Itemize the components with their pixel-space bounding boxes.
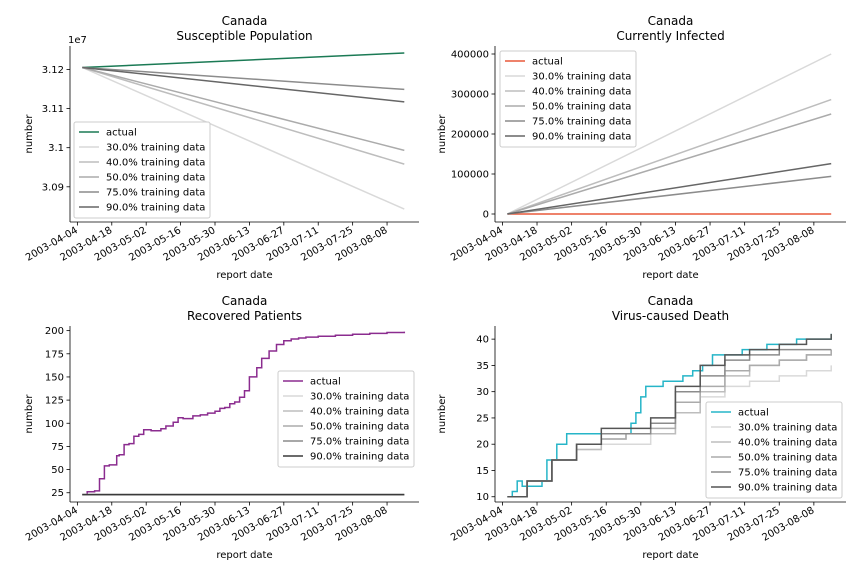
series-line-1 xyxy=(82,52,405,69)
y-tick-label: 400000 xyxy=(451,50,489,61)
x-axis-label: report date xyxy=(642,550,698,561)
y-tick-label: 3.11 xyxy=(42,104,64,115)
x-axis-label: report date xyxy=(216,270,272,281)
legend-entry-label: actual xyxy=(106,128,137,139)
y-tick-label: 200 xyxy=(45,326,64,337)
legend-entry-label: 75.0% training data xyxy=(106,188,205,199)
legend-entry-label: 50.0% training data xyxy=(532,102,631,113)
legend-entry-label: 30.0% training data xyxy=(738,423,837,434)
y-tick-label: 20 xyxy=(476,440,489,451)
legend-entry-label: actual xyxy=(532,57,563,68)
y-tick-label: 3.09 xyxy=(42,182,64,193)
y-tick-label: 100000 xyxy=(451,170,489,181)
y-axis-label: number xyxy=(24,114,35,154)
y-tick-label: 175 xyxy=(45,349,64,360)
chart-title: Canada xyxy=(648,294,694,308)
legend-entry-label: 90.0% training data xyxy=(738,483,837,494)
series-line-5 xyxy=(82,66,405,91)
chart-title: Canada xyxy=(222,14,268,28)
chart-title: Canada xyxy=(648,14,694,28)
series-line-4 xyxy=(82,66,405,152)
y-tick-label: 125 xyxy=(45,396,64,407)
y-tick-label: 0 xyxy=(483,210,489,221)
y-tick-label: 35 xyxy=(476,361,489,372)
series-line-5 xyxy=(507,175,832,215)
legend-entry-label: 90.0% training data xyxy=(106,203,205,214)
legend: actual 30.0% training data 40.0% training … xyxy=(705,401,843,499)
x-axis-label: report date xyxy=(216,550,272,561)
legend-box xyxy=(705,401,843,499)
chart-subtitle: Currently Infected xyxy=(616,29,724,43)
legend-entry-label: 50.0% training data xyxy=(738,453,837,464)
series-line-6 xyxy=(82,66,405,103)
y-tick-label: 10 xyxy=(476,492,489,503)
chart-subtitle: Recovered Patients xyxy=(187,309,302,323)
y-tick-label: 3.12 xyxy=(42,65,64,76)
y-tick-label: 3.1 xyxy=(48,143,64,154)
y-tick-label: 300000 xyxy=(451,90,489,101)
legend-entry-label: 30.0% training data xyxy=(310,392,409,403)
y-tick-label: 150 xyxy=(45,372,64,383)
y-offset-text: 1e7 xyxy=(68,35,87,46)
y-tick-label: 50 xyxy=(51,465,64,476)
legend-box xyxy=(277,370,415,468)
legend: actual 30.0% training data 40.0% training … xyxy=(277,370,415,468)
y-axis-label: number xyxy=(24,394,35,434)
legend: actual 30.0% training data 40.0% training … xyxy=(73,121,211,219)
series-line-6 xyxy=(507,333,832,498)
legend-entry-label: 75.0% training data xyxy=(738,468,837,479)
y-tick-label: 100 xyxy=(45,419,64,430)
legend-entry-label: 40.0% training data xyxy=(738,438,837,449)
legend-entry-label: 75.0% training data xyxy=(532,117,631,128)
chart-title: Canada xyxy=(222,294,268,308)
series-line-6 xyxy=(507,162,832,215)
series-line-2 xyxy=(507,53,832,215)
series-line-3 xyxy=(82,66,405,165)
legend-entry-label: actual xyxy=(310,377,341,388)
legend-entry-label: 50.0% training data xyxy=(310,422,409,433)
legend: actual 30.0% training data 40.0% training … xyxy=(499,50,637,148)
series-line-2 xyxy=(81,66,405,210)
legend-entry-label: 50.0% training data xyxy=(106,173,205,184)
y-axis-label: number xyxy=(437,394,448,434)
series-line-1 xyxy=(82,331,406,496)
legend-entry-label: 90.0% training data xyxy=(532,132,631,143)
series-line-3 xyxy=(507,98,832,215)
y-tick-label: 15 xyxy=(476,466,489,477)
legend-entry-label: 75.0% training data xyxy=(310,437,409,448)
y-tick-label: 75 xyxy=(51,442,64,453)
legend-entry-label: actual xyxy=(738,408,769,419)
y-axis-label: number xyxy=(437,114,448,154)
y-tick-label: 200000 xyxy=(451,130,489,141)
y-tick-label: 25 xyxy=(51,488,64,499)
legend-box xyxy=(499,50,637,148)
x-axis-label: report date xyxy=(642,270,698,281)
legend-entry-label: 40.0% training data xyxy=(310,407,409,418)
series-line-4 xyxy=(507,113,832,215)
legend-entry-label: 30.0% training data xyxy=(532,72,631,83)
legend-box xyxy=(73,121,211,219)
chart-subtitle: Susceptible Population xyxy=(176,29,312,43)
chart-subtitle: Virus-caused Death xyxy=(612,309,729,323)
series-line-1 xyxy=(507,333,832,498)
y-tick-label: 25 xyxy=(476,413,489,424)
legend-entry-label: 30.0% training data xyxy=(106,143,205,154)
legend-entry-label: 90.0% training data xyxy=(310,452,409,463)
y-tick-label: 40 xyxy=(476,335,489,346)
legend-entry-label: 40.0% training data xyxy=(106,158,205,169)
legend-entry-label: 40.0% training data xyxy=(532,87,631,98)
y-tick-label: 30 xyxy=(476,387,489,398)
